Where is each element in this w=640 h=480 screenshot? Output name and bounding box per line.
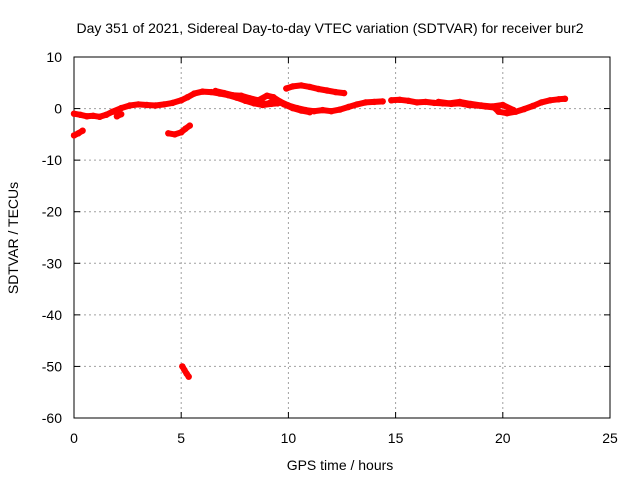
data-point: [199, 88, 206, 95]
x-axis-label: GPS time / hours: [287, 457, 394, 473]
data-point: [238, 92, 245, 99]
plot-border: [73, 56, 611, 419]
data-point: [70, 110, 78, 117]
data-point: [435, 98, 442, 106]
data-point: [478, 102, 485, 109]
y-axis-label: SDTVAR / TECUs: [5, 182, 21, 294]
data-point: [178, 129, 185, 136]
data-point: [396, 96, 404, 104]
data-point: [263, 100, 271, 108]
data-point: [488, 103, 496, 110]
data-point: [495, 108, 502, 115]
data-point: [190, 90, 198, 97]
data-point: [126, 102, 133, 109]
data-point: [178, 97, 185, 104]
y-tick-label: -40: [42, 307, 62, 323]
data-point: [169, 99, 176, 107]
data-point: [538, 99, 545, 106]
data-point: [229, 92, 236, 99]
data-point: [118, 111, 125, 118]
data-point: [298, 107, 305, 114]
data-point: [118, 104, 125, 112]
data-point: [521, 105, 528, 113]
data-point: [345, 103, 352, 111]
data-point: [413, 99, 421, 106]
x-tick-label: 0: [70, 430, 78, 446]
data-point: [263, 92, 271, 99]
data-point: [422, 98, 429, 106]
data-point: [353, 101, 361, 108]
data-point: [255, 99, 262, 107]
data-point: [212, 87, 219, 95]
data-point: [371, 98, 378, 106]
data-point: [467, 100, 474, 108]
plot-frame: [73, 56, 611, 419]
data-point: [340, 89, 348, 97]
data-point: [171, 131, 178, 138]
data-point: [546, 97, 554, 104]
y-tick-label: -10: [42, 152, 62, 168]
data-point: [96, 113, 103, 121]
data-point: [186, 122, 193, 129]
data-point: [90, 112, 97, 120]
data-point: [83, 113, 91, 120]
data-point: [388, 97, 395, 104]
data-point: [79, 127, 86, 134]
data-point: [160, 101, 168, 108]
x-tick-label: 10: [281, 430, 297, 446]
y-tick-label: -60: [42, 410, 62, 426]
data-point: [510, 106, 517, 114]
data-point: [499, 101, 506, 109]
data-point: [332, 88, 339, 96]
data-point: [405, 97, 412, 105]
data-point: [555, 96, 562, 103]
x-tick-label: 15: [388, 430, 404, 446]
y-tick-label: -20: [42, 204, 62, 220]
tick-labels: 0 5 10 15 20 25 10 0 -10 -20 -30 -40 -50 -60: [42, 49, 618, 446]
data-point: [529, 102, 536, 110]
data-point: [143, 101, 151, 109]
data-point: [319, 106, 326, 114]
data-point: [152, 102, 159, 109]
data-series: [70, 82, 569, 380]
x-tick-label: 20: [495, 430, 511, 446]
y-tick-label: 0: [54, 101, 62, 117]
y-tick-label: 10: [46, 49, 62, 65]
data-point: [323, 87, 331, 94]
data-point: [306, 83, 313, 91]
x-tick-label: 5: [177, 430, 185, 446]
data-point: [306, 109, 313, 116]
data-point: [328, 108, 335, 115]
data-point: [103, 111, 110, 119]
data-point: [362, 99, 369, 106]
data-point: [289, 104, 296, 112]
data-point: [220, 89, 228, 97]
data-point: [503, 110, 511, 117]
data-point: [298, 82, 305, 89]
data-point: [456, 98, 464, 106]
data-point: [77, 111, 84, 119]
data-point: [165, 130, 172, 137]
axis-ticks: [73, 56, 611, 419]
data-point: [446, 100, 453, 107]
data-point: [289, 83, 296, 90]
data-point: [280, 101, 288, 108]
data-point: [109, 108, 116, 115]
data-point: [283, 85, 290, 92]
data-point: [135, 101, 142, 108]
y-tick-label: -50: [42, 358, 62, 374]
x-tick-label: 25: [602, 430, 618, 446]
data-point: [272, 97, 279, 104]
data-point: [561, 95, 569, 103]
data-point: [246, 98, 253, 105]
data-point: [315, 85, 322, 93]
data-point: [336, 106, 344, 113]
chart-title: Day 351 of 2021, Sidereal Day-to-day VTE…: [76, 20, 583, 36]
data-point: [184, 94, 191, 101]
data-point: [185, 373, 192, 380]
data-point: [379, 98, 386, 105]
y-tick-label: -30: [42, 255, 62, 271]
